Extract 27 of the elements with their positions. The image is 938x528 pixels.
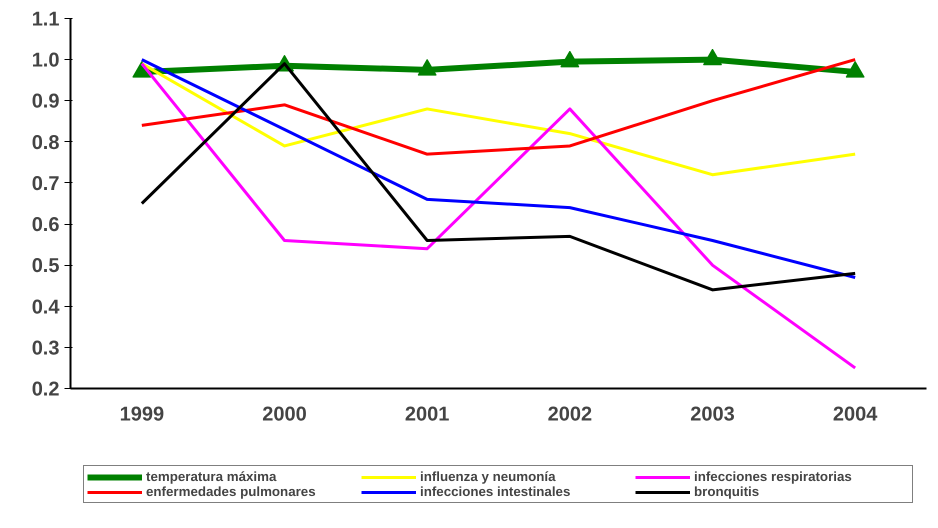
point (560, 50, 580, 68)
legend-label: temperatura máxima (146, 469, 278, 484)
legend-label: enfermedades pulmonares (146, 484, 317, 499)
legend-label: infecciones respiratorias (694, 469, 853, 484)
x-tick-label: 2002 (548, 404, 592, 426)
legend-label: infecciones intestinales (420, 484, 572, 499)
point (846, 61, 865, 78)
line-series (140, 58, 857, 156)
x-tick-label: 2003 (690, 404, 735, 426)
y-tick-label: 0.9 (32, 90, 60, 113)
y-tick-label: 0.5 (32, 255, 60, 278)
y-tick-label: 1.0 (32, 50, 60, 72)
y-tick-label: 0.2 (32, 378, 60, 400)
x-tick-label: 2000 (262, 404, 307, 426)
y-tick-label: 0.6 (32, 214, 60, 236)
y-tick-label: 1.1 (32, 8, 60, 30)
y-tick-label: 0.8 (32, 132, 60, 154)
legend-label: bronquitis (694, 484, 760, 499)
y-tick-label: 0.4 (32, 296, 60, 318)
point (703, 48, 722, 66)
x-tick-label: 1999 (120, 404, 164, 426)
legend-label: influenza y neumonía (420, 469, 557, 484)
y-tick-label: 0.3 (32, 337, 60, 360)
x-tick-label: 2004 (832, 404, 878, 426)
y-tick-label: 0.7 (32, 172, 60, 195)
x-tick-label: 2001 (404, 404, 450, 426)
point (418, 58, 437, 76)
